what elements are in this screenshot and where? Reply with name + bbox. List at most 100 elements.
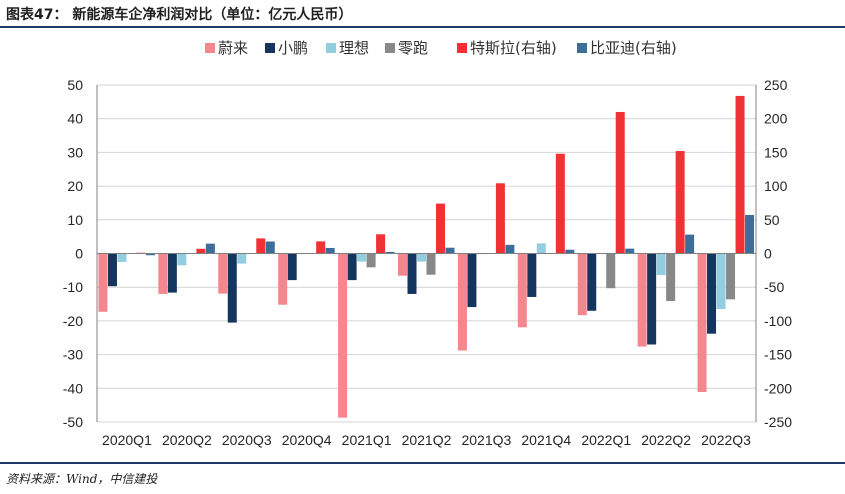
bar-7-4: [555, 153, 565, 254]
bar-2-4: [256, 238, 266, 254]
bar-3-4: [316, 241, 326, 254]
bar-7-0: [517, 253, 527, 328]
y-right-tick-label: 150: [764, 144, 788, 160]
bar-7-2: [536, 243, 546, 254]
bar-1-2: [177, 253, 187, 266]
bar-6-0: [457, 253, 467, 351]
bar-3-1: [287, 253, 297, 281]
bar-10-4: [735, 95, 745, 254]
legend-label: 特斯拉(右轴): [470, 39, 557, 57]
bar-10-3: [726, 253, 736, 300]
y-right-tick-label: 100: [764, 178, 788, 194]
legend-label: 小鹏: [278, 39, 308, 57]
bar-5-0: [398, 253, 407, 276]
y-right-tick-label: -100: [764, 313, 792, 329]
y-left-tick-label: 10: [67, 212, 83, 228]
bar-4-0: [338, 253, 348, 418]
legend-label: 零跑: [398, 39, 428, 57]
bar-8-5: [625, 248, 635, 254]
bar-8-4: [615, 111, 625, 254]
bar-4-1: [347, 253, 357, 281]
bar-2-1: [227, 253, 237, 323]
bar-10-1: [707, 253, 717, 334]
bar-3-5: [325, 247, 335, 254]
y-left-tick-label: -30: [63, 347, 83, 363]
bar-5-4: [436, 203, 445, 254]
bar-8-1: [587, 253, 597, 311]
bar-5-5: [445, 247, 455, 254]
y-left-tick-label: 30: [67, 144, 83, 160]
y-right-tick-label: 50: [764, 212, 780, 228]
bar-10-5: [745, 214, 755, 254]
y-right-tick-label: -150: [764, 347, 792, 363]
bar-2-0: [218, 253, 228, 294]
x-tick-label: 2022Q3: [701, 432, 751, 448]
y-left-tick-label: -40: [63, 380, 83, 396]
x-tick-label: 2020Q3: [222, 432, 272, 448]
x-tick-label: 2020Q4: [282, 432, 332, 448]
bar-0-2: [117, 253, 127, 262]
bar-9-1: [647, 253, 657, 345]
bar-0-1: [107, 253, 117, 287]
legend-swatch: [577, 43, 587, 53]
y-right-tick-label: -250: [764, 414, 792, 430]
bar-0-0: [98, 253, 108, 312]
x-tick-label: 2020Q2: [162, 432, 212, 448]
report-footer: 资料来源：Wind，中信建投: [0, 462, 845, 494]
x-tick-label: 2020Q1: [102, 432, 152, 448]
bar-0-5: [145, 253, 155, 256]
y-right-tick-label: -200: [764, 380, 792, 396]
figure-title: 图表47： 新能源车企净利润对比（单位：亿元人民币）: [6, 7, 353, 23]
bar-3-0: [278, 253, 288, 305]
bar-1-0: [158, 253, 168, 294]
bar-4-2: [357, 253, 367, 262]
bar-9-4: [675, 151, 685, 254]
y-right-tick-label: 250: [764, 77, 788, 93]
bar-1-5: [205, 243, 215, 254]
legend-label: 蔚来: [218, 39, 248, 57]
bar-6-4: [495, 183, 505, 254]
bar-9-2: [656, 253, 666, 276]
bar-5-2: [417, 253, 426, 262]
bar-5-3: [426, 253, 436, 275]
bar-2-2: [237, 253, 247, 264]
source-note: 资料来源：Wind，中信建投: [6, 472, 158, 486]
bar-marks: [98, 95, 755, 418]
axes: 50403020100-10-20-30-40-5025020015010050…: [63, 77, 792, 448]
legend-swatch: [457, 43, 467, 53]
y-left-tick-label: -10: [63, 279, 83, 295]
bar-7-5: [565, 249, 575, 254]
bar-9-0: [637, 253, 647, 347]
bar-6-5: [505, 244, 515, 254]
x-tick-label: 2021Q1: [342, 432, 392, 448]
legend: 蔚来 小鹏 理想 零跑 特斯拉(右轴) 比亚迪(右轴): [205, 39, 677, 57]
x-tick-label: 2021Q4: [521, 432, 571, 448]
bar-10-2: [716, 253, 726, 310]
header-rule: [0, 26, 845, 28]
y-left-tick-label: -50: [63, 414, 83, 430]
report-header: 图表47： 新能源车企净利润对比（单位：亿元人民币）: [0, 0, 845, 28]
x-tick-label: 2021Q3: [461, 432, 511, 448]
bar-9-3: [666, 253, 676, 302]
x-tick-label: 2022Q2: [641, 432, 691, 448]
y-right-tick-label: 0: [764, 246, 772, 262]
y-left-tick-label: 20: [67, 178, 83, 194]
bar-4-3: [366, 253, 376, 268]
bar-1-4: [196, 248, 206, 254]
bar-7-1: [527, 253, 537, 297]
y-left-tick-label: 50: [67, 77, 83, 93]
bar-9-5: [685, 234, 695, 254]
y-left-tick-label: 0: [75, 246, 83, 262]
bar-1-1: [167, 253, 177, 293]
x-tick-label: 2021Q2: [402, 432, 452, 448]
net-profit-chart: 50403020100-10-20-30-40-5025020015010050…: [63, 39, 792, 448]
legend-swatch: [265, 43, 275, 53]
legend-swatch: [385, 43, 395, 53]
bar-8-3: [606, 253, 616, 289]
bar-6-1: [467, 253, 477, 308]
bar-4-5: [385, 251, 395, 254]
y-right-tick-label: 200: [764, 111, 788, 127]
y-right-tick-label: -50: [764, 279, 784, 295]
legend-label: 比亚迪(右轴): [590, 39, 677, 57]
bar-10-0: [697, 253, 707, 393]
